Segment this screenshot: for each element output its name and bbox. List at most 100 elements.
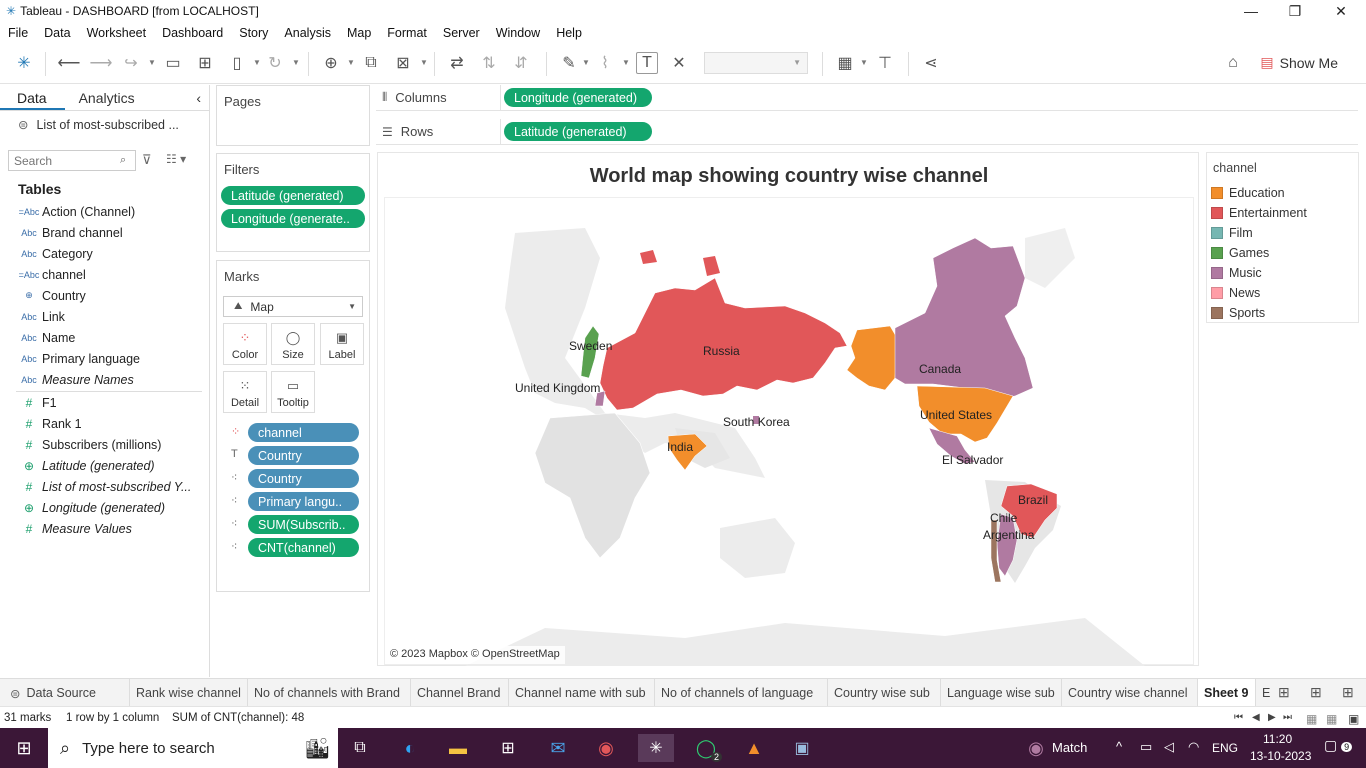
close-button[interactable]: ✕ [1335,2,1347,19]
sort-descending-icon[interactable]: ⇵ [514,55,528,72]
mail-icon[interactable]: ✉ [550,737,566,758]
search-field[interactable]: ⌕ [8,150,136,171]
size-button[interactable]: ◯ Size [271,323,315,365]
menu-window[interactable]: Window [495,26,541,40]
windows-start-icon[interactable]: ⊞ [16,737,32,758]
swap-rows-columns-icon[interactable]: ⇄ [450,55,464,72]
minimize-button[interactable]: — [1244,3,1258,19]
legend-item[interactable]: Film [1211,223,1253,243]
tabs-view-icon[interactable]: ▣ [1348,712,1360,726]
sheet-sorter-icon[interactable]: ▦ [1326,712,1338,726]
filter-pill-latitude[interactable]: Latitude (generated) [221,186,365,205]
share-icon[interactable]: ⋖ [924,55,938,72]
label-button[interactable]: ▣ Label [320,323,364,365]
marks-pill[interactable]: Primary langu.. [248,492,359,511]
color-legend[interactable]: channel Education Entertainment Film Games M… [1206,152,1359,323]
presentation-mode-icon[interactable]: ⊤ [878,55,892,72]
nav-last-icon[interactable]: ⏭ [1283,712,1292,723]
format-workbook-icon[interactable]: ⌂ [1228,54,1238,71]
legend-item[interactable]: Music [1211,263,1262,283]
tab-truncated[interactable]: E [1262,686,1271,700]
rows-shelf[interactable]: ☰ Rows Latitude (generated) [376,119,1358,145]
menu-worksheet[interactable]: Worksheet [86,26,147,40]
filter-icon[interactable]: ⊽ [142,152,152,167]
weather-icon[interactable]: ◉ [1028,737,1044,758]
menu-server[interactable]: Server [442,26,480,40]
task-view-icon[interactable]: ⧉ [354,739,366,756]
color-button[interactable]: ⁘ Color [223,323,267,365]
undo-icon[interactable]: ⟵ [57,55,81,72]
legend-item[interactable]: Sports [1211,303,1265,323]
taskbar-search[interactable]: ⌕ Type here to search 🏙 [48,728,338,768]
menu-story[interactable]: Story [239,26,269,40]
tab-rank-wise-channel[interactable]: Rank wise channel [130,679,248,707]
columns-shelf[interactable]: ⦀ Columns Longitude (generated) [376,85,1358,111]
battery-icon[interactable]: ▭ [1140,739,1153,754]
menu-data[interactable]: Data [44,26,71,40]
field-item[interactable]: =Abc Action (Channel) [0,201,205,222]
field-item[interactable]: # Subscribers (millions) [0,434,205,455]
sort-ascending-icon[interactable]: ⇅ [482,55,496,72]
filters-card[interactable]: Filters Latitude (generated) Longitude (… [216,153,370,252]
country-brazil-shape[interactable] [1000,483,1058,539]
country-south-korea-shape[interactable] [753,416,759,424]
field-item[interactable]: Abc Category [0,243,205,264]
search-input[interactable] [14,153,120,168]
replay-icon[interactable]: ↪ [124,55,138,72]
collapse-pane-icon[interactable]: ‹ [196,90,201,106]
country-russia-shape[interactable] [599,277,848,411]
view-options-icon[interactable]: ☷ ▾ [166,152,187,166]
fit-dropdown[interactable]: ▼ [704,52,808,74]
tableau-home-icon[interactable]: ✳ [17,55,31,72]
tab-channel-brand[interactable]: Channel Brand [411,679,509,707]
menu-file[interactable]: File [8,26,29,40]
country-argentina-shape[interactable] [996,513,1018,577]
field-item[interactable]: # F1 [0,392,205,413]
pages-card[interactable]: Pages [216,85,370,146]
country-india-shape[interactable] [667,433,708,471]
legend-item[interactable]: News [1211,283,1260,303]
marks-pill[interactable]: SUM(Subscrib.. [248,515,359,534]
rows-pill-latitude[interactable]: Latitude (generated) [504,122,652,141]
highlight-icon[interactable]: ✎ [562,55,576,72]
field-item[interactable]: Abc Link [0,306,205,327]
mark-type-dropdown[interactable]: ⛰ Map ▼ [223,296,363,317]
nav-prev-icon[interactable]: ◀ [1252,712,1260,723]
tab-data[interactable]: Data [0,85,65,110]
new-story-tab-icon[interactable]: ⊞ [1342,684,1354,700]
tab-no-of-channels-of-language[interactable]: No of channels of language [655,679,828,707]
marks-pill[interactable]: CNT(channel) [248,538,359,557]
detail-button[interactable]: ⁙ Detail [223,371,267,413]
whatsapp-icon[interactable]: ◯ 2 [688,734,724,762]
field-item[interactable]: ⊕ Country [0,285,205,306]
filmstrip-icon[interactable]: ▦ [1306,712,1318,726]
restore-button[interactable]: ❐ [1288,2,1302,19]
new-worksheet-tab-icon[interactable]: ⊞ [1278,684,1290,700]
field-item[interactable]: Abc Name [0,327,205,348]
country-usa-shape[interactable] [916,385,1014,443]
fix-axes-icon[interactable]: ✕ [672,55,686,72]
menu-format[interactable]: Format [387,26,427,40]
field-item[interactable]: ⊕ Longitude (generated) [0,497,205,518]
map-attribution[interactable]: © 2023 Mapbox © OpenStreetMap [385,646,565,664]
show-cards-icon[interactable]: ▦ [837,55,853,72]
field-item[interactable]: # Rank 1 [0,413,205,434]
chevron-up-icon[interactable]: ^ [1116,739,1123,754]
tab-sheet-9[interactable]: Sheet 9 [1198,679,1256,707]
menu-map[interactable]: Map [346,26,372,40]
field-item[interactable]: # Measure Values [0,518,205,539]
datasource-item[interactable]: ⊜ List of most-subscribed ... [18,117,179,133]
legend-item[interactable]: Games [1211,243,1269,263]
field-item[interactable]: # List of most-subscribed Y... [0,476,205,497]
tooltip-button[interactable]: ▭ Tooltip [271,371,315,413]
field-item[interactable]: Abc Measure Names [0,369,205,390]
marks-pill[interactable]: channel [248,423,359,442]
menu-dashboard[interactable]: Dashboard [162,26,224,40]
tab-no-of-channels-with-brand[interactable]: No of channels with Brand [248,679,411,707]
menu-analysis[interactable]: Analysis [284,26,331,40]
nav-next-icon[interactable]: ▶ [1268,712,1276,723]
notification-icon[interactable]: ▢ 9 [1324,737,1353,754]
photos-icon[interactable]: ▣ [794,740,810,757]
tab-country-wise-sub[interactable]: Country wise sub [828,679,941,707]
marks-pill[interactable]: Country [248,469,359,488]
